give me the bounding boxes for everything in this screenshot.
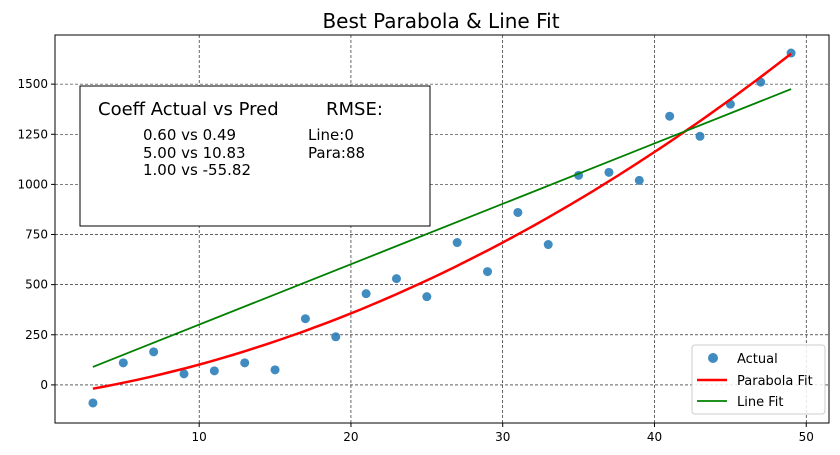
annotation-box-frame — [79, 85, 431, 227]
x-tick-label: 50 — [799, 430, 814, 444]
actual-point — [483, 267, 493, 277]
annotation-coeff-row: 1.00 vs -55.82 — [143, 161, 251, 179]
actual-point — [331, 332, 341, 342]
actual-point — [543, 240, 553, 250]
legend-frame — [691, 344, 826, 415]
legend-label-line: Line Fit — [737, 395, 783, 410]
actual-point — [118, 358, 128, 368]
legend: Actual Parabola Fit Line Fit — [691, 344, 826, 415]
actual-point — [634, 175, 644, 185]
legend-marker-actual — [708, 353, 718, 363]
actual-point — [300, 314, 310, 324]
actual-point — [209, 366, 219, 376]
x-tick-label: 40 — [647, 430, 662, 444]
legend-label-parabola: Parabola Fit — [737, 374, 813, 389]
annotation-rmse-row: Line:0 — [308, 126, 354, 144]
chart-title: Best Parabola & Line Fit — [322, 9, 559, 33]
y-tick-label: 500 — [25, 278, 48, 292]
annotation-header-rmse: RMSE: — [326, 99, 383, 120]
y-tick-label: 250 — [25, 328, 48, 342]
actual-point — [88, 398, 98, 408]
actual-point — [179, 369, 189, 379]
plot-frame — [54, 34, 830, 424]
actual-point — [695, 131, 705, 141]
y-tick-label: 1000 — [17, 177, 48, 191]
x-tick-label: 10 — [192, 430, 207, 444]
series-layer — [88, 48, 796, 408]
actual-point — [452, 238, 462, 248]
y-tick-label: 1500 — [17, 77, 48, 91]
y-tick-label: 0 — [40, 378, 48, 392]
actual-point — [604, 167, 614, 177]
annotation-header-coeff: Coeff Actual vs Pred — [98, 99, 279, 120]
actual-point — [240, 358, 250, 368]
annotation-coeff-row: 0.60 vs 0.49 — [143, 126, 236, 144]
actual-point — [422, 292, 432, 302]
actual-point — [665, 111, 675, 121]
annotation-rmse-row: Para:88 — [308, 144, 365, 162]
parabola-fit-line — [92, 52, 792, 390]
actual-point — [513, 207, 523, 217]
annotation-box: Coeff Actual vs Pred RMSE: 0.60 vs 0.49 … — [79, 85, 431, 227]
actual-point — [361, 289, 371, 299]
y-tick-label: 1250 — [17, 127, 48, 141]
line-fit-line — [92, 88, 792, 368]
annotation-coeff-row: 5.00 vs 10.83 — [143, 144, 246, 162]
x-tick-label: 30 — [495, 430, 510, 444]
y-tick-label: 750 — [25, 228, 48, 242]
legend-label-actual: Actual — [737, 352, 778, 367]
actual-point — [391, 274, 401, 284]
actual-point — [149, 347, 159, 357]
actual-point — [270, 365, 280, 375]
x-tick-label: 20 — [343, 430, 358, 444]
